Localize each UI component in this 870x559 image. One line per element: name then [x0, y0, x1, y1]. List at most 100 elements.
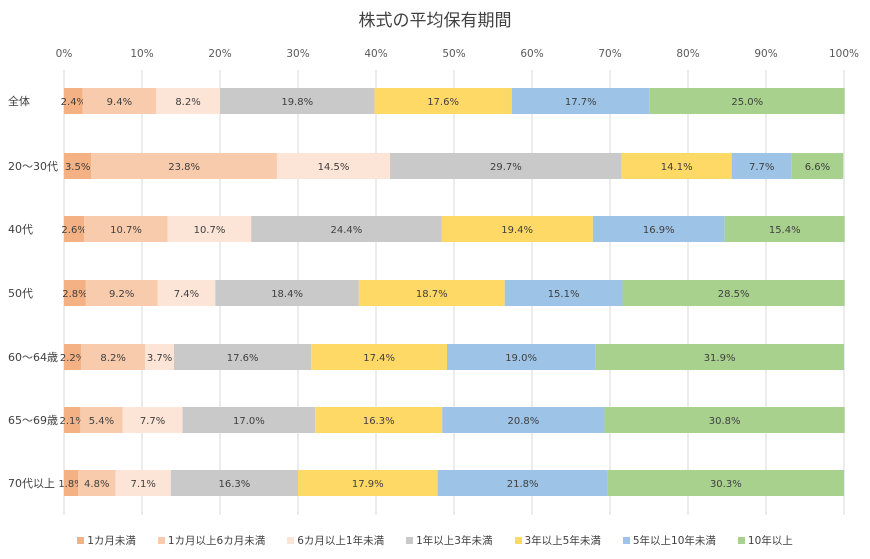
- x-tick-label: 90%: [754, 48, 777, 60]
- x-tick-label: 20%: [208, 48, 231, 60]
- data-label: 2.8%: [62, 289, 87, 300]
- data-label: 9.4%: [107, 97, 132, 108]
- data-label: 7.4%: [174, 289, 199, 300]
- bar-segment: [311, 344, 447, 370]
- bar-segment: [390, 153, 622, 179]
- bar-segment: [173, 344, 312, 370]
- data-label: 14.5%: [318, 162, 350, 173]
- bar-segment: [251, 216, 442, 242]
- legend-item: 6カ月以上1年未満: [287, 533, 384, 548]
- data-label: 24.4%: [330, 225, 362, 236]
- bar-segment: [315, 407, 443, 433]
- bar-segment: [156, 88, 220, 114]
- data-label: 31.9%: [704, 353, 736, 364]
- bar-segment: [64, 280, 86, 306]
- bar-segment: [82, 88, 157, 114]
- data-label: 19.0%: [505, 353, 537, 364]
- bar-segment: [622, 280, 845, 306]
- bar-segment: [791, 153, 844, 179]
- data-label: 8.2%: [100, 353, 125, 364]
- legend-item: 1年以上3年未満: [406, 533, 493, 548]
- data-label: 17.6%: [227, 353, 259, 364]
- data-label: 19.8%: [281, 97, 313, 108]
- data-label: 20.8%: [508, 416, 540, 427]
- x-tick-label: 40%: [364, 48, 387, 60]
- data-label: 5.4%: [89, 416, 114, 427]
- data-label: 8.2%: [175, 97, 200, 108]
- category-label: 60～64歳: [8, 351, 58, 364]
- category-label: 70代以上: [8, 477, 55, 490]
- data-label: 9.2%: [109, 289, 134, 300]
- bar-segment: [64, 88, 83, 114]
- legend-label: 1カ月未満: [87, 535, 136, 547]
- bar-segment: [80, 407, 123, 433]
- bar-segment: [91, 153, 277, 179]
- x-tick-label: 50%: [442, 48, 465, 60]
- data-label: 14.1%: [661, 162, 693, 173]
- data-label: 15.1%: [548, 289, 580, 300]
- data-label: 17.6%: [427, 97, 459, 108]
- x-tick-label: 60%: [520, 48, 543, 60]
- bar-segment: [122, 407, 183, 433]
- legend-label: 3年以上5年未満: [524, 535, 601, 547]
- bar-segment: [182, 407, 316, 433]
- bar-segment: [78, 470, 116, 496]
- data-label: 2.6%: [61, 225, 86, 236]
- legend-label: 1年以上3年未満: [416, 535, 493, 547]
- legend-label: 6カ月以上1年未満: [297, 535, 385, 547]
- data-label: 17.4%: [363, 353, 395, 364]
- data-label: 30.8%: [709, 416, 741, 427]
- bar-segment: [592, 216, 725, 242]
- bar-segment: [64, 216, 85, 242]
- data-label: 23.8%: [168, 162, 200, 173]
- bar-segment: [604, 407, 845, 433]
- data-label: 4.8%: [84, 479, 109, 490]
- data-label: 19.4%: [501, 225, 533, 236]
- bar-segment: [649, 88, 845, 114]
- data-label: 16.3%: [219, 479, 251, 490]
- data-label: 3.7%: [147, 353, 172, 364]
- legend-swatch: [514, 537, 522, 544]
- data-label: 10.7%: [110, 225, 142, 236]
- bar-segment: [504, 280, 623, 306]
- bar-segment: [170, 470, 298, 496]
- legend-swatch: [622, 537, 630, 544]
- data-label: 17.0%: [233, 416, 265, 427]
- bar-segment: [442, 407, 605, 433]
- data-label: 15.4%: [769, 225, 801, 236]
- data-label: 7.7%: [140, 416, 165, 427]
- x-tick-label: 80%: [676, 48, 699, 60]
- data-label: 17.9%: [352, 479, 384, 490]
- legend-item: 5年以上10年未満: [622, 533, 716, 548]
- bar-segment: [215, 280, 359, 306]
- bar-segment: [595, 344, 844, 370]
- legend-label: 10年以上: [747, 535, 793, 547]
- category-label: 40代: [8, 223, 33, 236]
- x-tick-label: 30%: [286, 48, 309, 60]
- bar-segment: [298, 470, 438, 496]
- data-label: 18.4%: [271, 289, 303, 300]
- chart-title: 株式の平均保有期間: [358, 11, 512, 31]
- bar-segment: [437, 470, 608, 496]
- x-tick-label: 10%: [130, 48, 153, 60]
- data-label: 25.0%: [731, 97, 763, 108]
- x-tick-label: 70%: [598, 48, 621, 60]
- bar-segment: [276, 153, 391, 179]
- bar-segment: [85, 280, 158, 306]
- bar-segment: [441, 216, 593, 242]
- legend-label: 1カ月以上6カ月未満: [167, 535, 266, 547]
- bar-segment: [64, 344, 82, 370]
- data-label: 29.7%: [490, 162, 522, 173]
- data-label: 6.6%: [805, 162, 830, 173]
- bar-segment: [731, 153, 792, 179]
- data-label: 18.7%: [416, 289, 448, 300]
- data-label: 2.2%: [60, 353, 85, 364]
- data-label: 2.4%: [61, 97, 86, 108]
- bar-segment: [81, 344, 146, 370]
- data-label: 28.5%: [718, 289, 750, 300]
- data-label: 7.7%: [749, 162, 774, 173]
- legend-swatch: [737, 537, 745, 544]
- category-label: 50代: [8, 287, 33, 300]
- data-label: 16.3%: [363, 416, 395, 427]
